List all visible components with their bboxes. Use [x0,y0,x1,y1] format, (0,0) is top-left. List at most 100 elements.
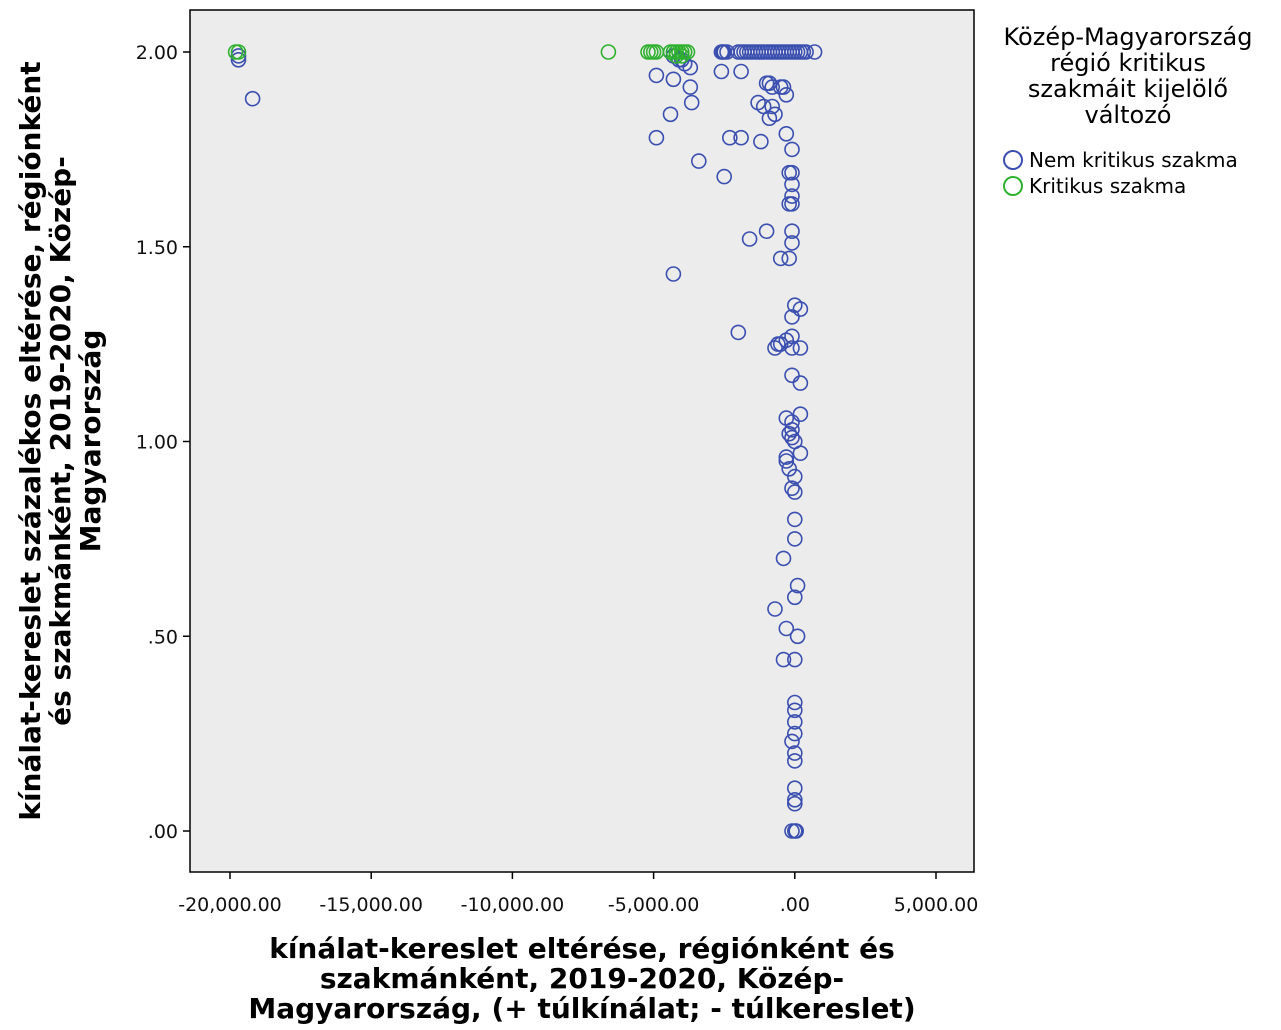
data-point-nem-kritikus [775,651,792,668]
data-point-nem-kritikus [784,421,800,438]
plot-area [189,9,975,873]
data-point-nem-kritikus [784,414,800,430]
data-point-nem-kritikus [753,133,769,150]
data-point-nem-kritikus [784,223,800,239]
y-tick-label: 1.00 [136,432,178,454]
legend-label-kritikus: Kritikus szakma [1029,174,1186,198]
data-point-nem-kritikus [792,375,809,391]
data-point-nem-kritikus [786,702,803,719]
x-tick-label: .00 [780,894,810,916]
legend: Közép-Magyarország régió kritikus szakmá… [1003,23,1252,198]
data-point-nem-kritikus [786,511,803,528]
data-point-nem-kritikus [682,59,699,76]
data-point-nem-kritikus [792,340,809,356]
data-point-nem-kritikus [786,694,803,711]
data-point-nem-kritikus [662,106,679,123]
data-point-nem-kritikus [784,235,800,251]
data-point-nem-kritikus [784,188,800,204]
data-point-kritikus [600,44,617,60]
y-axis-title: kínálat-kereslet százalékos eltérése, ré… [14,61,107,820]
data-point-nem-kritikus [792,301,809,317]
data-point-nem-kritikus [778,449,795,465]
data-point-nem-kritikus [784,480,800,497]
data-point-nem-kritikus [786,745,803,761]
data-point-nem-kritikus [786,791,803,808]
x-tick-label: 5,000.00 [894,894,979,916]
data-point-nem-kritikus [244,90,261,107]
data-point-nem-kritikus [784,429,800,446]
data-point-nem-kritikus [716,168,733,185]
data-point-kritikus [230,44,247,60]
data-point-nem-kritikus [786,753,803,769]
data-point-nem-kritikus [733,129,749,146]
data-point-nem-kritikus [784,328,800,345]
legend-title-line-4: változó [1085,101,1172,129]
data-point-nem-kritikus [665,266,682,282]
y-axis-title-line-1: kínálat-kereslet százalékos eltérése, ré… [14,61,47,820]
y-axis-title-line-3: Magyarország [74,330,107,553]
data-point-nem-kritikus [775,550,792,567]
data-point-nem-kritikus [772,250,789,267]
data-point-nem-kritikus [764,98,781,115]
data-point-nem-kritikus [784,164,800,181]
data-point-nem-kritikus [778,87,795,103]
x-tick-label: -15,000.00 [319,894,423,916]
data-point-nem-kritikus [713,63,730,80]
data-point-nem-kritikus [778,453,795,469]
data-point-nem-kritikus [778,620,795,637]
data-point-nem-kritikus [786,484,803,500]
x-tick-label: -5,000.00 [608,894,699,916]
data-point-nem-kritikus [792,445,809,462]
x-axis-title: kínálat-kereslet eltérése, régiónként és… [248,932,915,1025]
data-point-nem-kritikus [648,67,665,84]
x-axis-title-line-1: kínálat-kereslet eltérése, régiónként és [269,932,895,965]
data-point-nem-kritikus [784,340,800,356]
y-tick-label: 1.50 [136,237,178,259]
data-point-nem-kritikus [784,367,800,384]
data-point-nem-kritikus [788,823,805,839]
data-point-nem-kritikus [721,129,738,146]
y-tick-label: .00 [148,821,178,843]
data-point-nem-kritikus [798,44,814,60]
data-point-nem-kritikus [758,223,775,239]
data-point-kritikus [668,48,685,64]
data-point-nem-kritikus [789,628,806,645]
data-point-nem-kritikus [786,725,803,742]
data-point-kritikus [673,48,690,64]
data-point-nem-kritikus [778,126,795,142]
data-point-nem-kritikus [730,324,747,341]
legend-marker-nem-kritikus [1003,150,1023,170]
data-point-nem-kritikus [683,94,700,111]
data-point-nem-kritikus [230,51,247,68]
data-points [227,44,823,839]
data-point-nem-kritikus [784,141,800,158]
data-point-nem-kritikus [784,176,800,193]
x-axis-ticks: -20,000.00 -15,000.00 -10,000.00 -5,000.00.… [178,872,978,916]
data-point-nem-kritikus [741,231,758,247]
data-point-nem-kritikus [784,196,800,212]
data-point-nem-kritikus [784,823,800,839]
x-axis-title-line-3: Magyarország, (+ túlkínálat; - túlkeresl… [248,992,915,1025]
legend-marker-kritikus [1003,176,1023,196]
data-point-nem-kritikus [781,460,798,477]
data-point-nem-kritikus [764,79,781,95]
legend-label-nem-kritikus: Nem kritikus szakma [1029,148,1238,172]
data-point-nem-kritikus [786,468,803,485]
data-point-nem-kritikus [786,714,803,730]
y-tick-label: .50 [148,626,178,648]
data-point-nem-kritikus [682,79,699,95]
legend-title-line-2: régió kritikus [1050,49,1206,77]
x-tick-label: -10,000.00 [461,894,565,916]
legend-title-line-3: szakmáit kijelölő [1028,75,1228,103]
y-axis-title-line-2: és szakmánként, 2019-2020, Közép- [44,156,77,726]
data-point-nem-kritikus [786,780,803,797]
data-point-nem-kritikus [792,406,809,423]
data-point-nem-kritikus [784,309,800,325]
data-point-nem-kritikus [761,75,778,91]
x-tick-label: -20,000.00 [178,894,282,916]
data-point-nem-kritikus [786,589,803,606]
data-point-nem-kritikus [775,79,792,95]
data-point-nem-kritikus [781,425,798,442]
x-axis-title-line-2: szakmánként, 2019-2020, Közép- [320,962,844,995]
